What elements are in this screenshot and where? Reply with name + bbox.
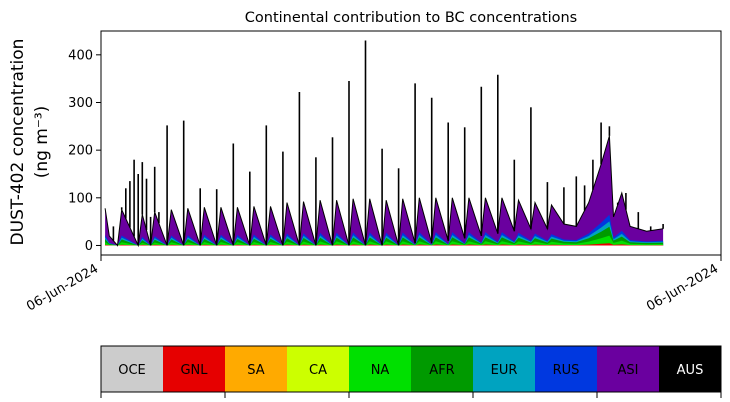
colorbar-swatch-asi — [597, 346, 660, 392]
x-tick-label: 06-Jun-2024 — [24, 261, 101, 314]
area-na — [105, 235, 664, 246]
chart-title: Continental contribution to BC concentra… — [245, 10, 577, 26]
colorbar-label-oce: OCE — [118, 363, 146, 378]
colorbar-swatch-na — [349, 346, 412, 392]
colorbar-label-aus: AUS — [677, 363, 704, 378]
colorbar-label-afr: AFR — [429, 363, 454, 378]
y-tick-label: 200 — [68, 144, 93, 159]
colorbar-frame — [100, 345, 722, 393]
plot-frame — [100, 30, 722, 256]
colorbar-label-gnl: GNL — [180, 363, 208, 378]
area-gnl — [105, 243, 664, 246]
colorbar-swatch-eur — [473, 346, 536, 392]
colorbar-label-eur: EUR — [491, 363, 518, 378]
colorbar-swatch-afr — [411, 346, 474, 392]
colorbar-swatch-sa — [225, 346, 288, 392]
y-tick-label: 0 — [85, 239, 93, 254]
y-tick-label: 300 — [68, 96, 93, 111]
area-afr — [105, 226, 664, 246]
colorbar-label-sa: SA — [247, 363, 264, 378]
area-eur — [105, 221, 664, 246]
y-axis-label-line1: DUST-402 concentration — [8, 39, 28, 246]
y-tick-label: 400 — [68, 48, 93, 63]
y-axis-label: DUST-402 concentration (ng m⁻³) — [8, 39, 52, 246]
area-rus — [105, 214, 664, 246]
total-line — [104, 135, 664, 248]
x-axis: 06-Jun-2024 06-Jun-2024 — [24, 255, 722, 314]
colorbar-swatch-aus — [659, 346, 722, 392]
area-asi — [105, 135, 664, 246]
colorbar-swatch-rus — [535, 346, 598, 392]
colorbar-swatch-ca — [287, 346, 350, 392]
y-axis-label-line2: (ng m⁻³) — [32, 106, 52, 179]
y-tick-label: 100 — [68, 191, 93, 206]
continent-colorbar: OCE GNL SA CA NA AFR EUR RUS ASI AUS — [100, 345, 722, 398]
colorbar-swatch-oce — [101, 346, 164, 392]
colorbar-label-na: NA — [371, 363, 390, 378]
colorbar-swatch-gnl — [163, 346, 226, 392]
colorbar-label-asi: ASI — [618, 363, 639, 378]
y-axis: 0 100 200 300 400 — [68, 48, 101, 254]
colorbar-label-ca: CA — [309, 363, 327, 378]
colorbar-label-rus: RUS — [553, 363, 580, 378]
x-tick-label: 06-Jun-2024 — [644, 261, 721, 314]
plot-area — [104, 40, 664, 248]
